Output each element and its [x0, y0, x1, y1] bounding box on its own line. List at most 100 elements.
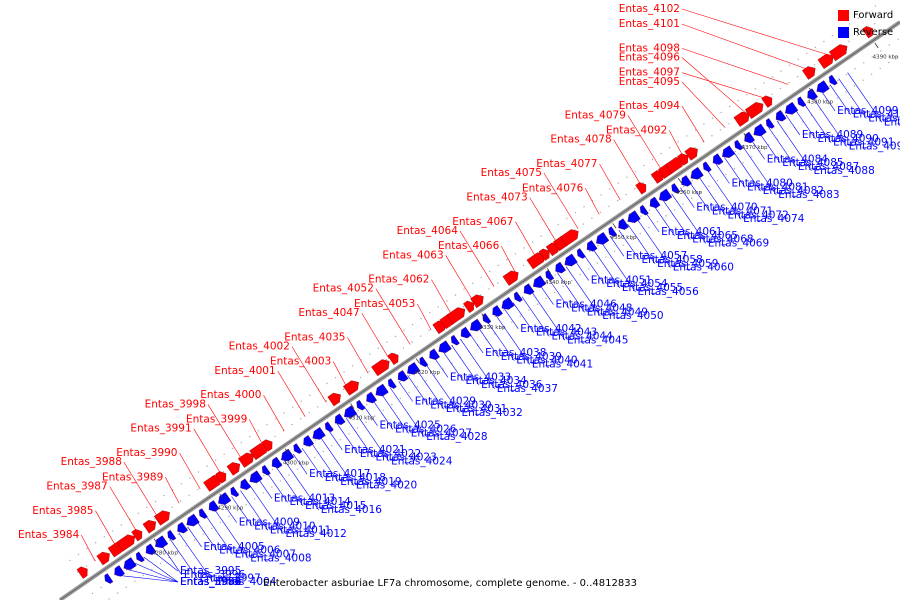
- gene-label: Entas_4081: [747, 181, 808, 193]
- reverse-gene-arrow: [523, 283, 535, 295]
- minor-dot: [511, 321, 513, 323]
- minor-dot: [605, 256, 607, 258]
- reverse-gene-arrow: [513, 291, 523, 303]
- minor-dot: [562, 285, 564, 288]
- leader-line: [681, 81, 726, 128]
- forward-gene-arrow: [131, 529, 143, 542]
- reverse-gene-arrow: [186, 513, 200, 527]
- gene-label: Entas_4011: [270, 524, 331, 536]
- minor-dot: [189, 477, 191, 479]
- leader-line: [627, 115, 663, 172]
- minor-dot: [888, 61, 890, 64]
- gene-label: Entas_4066: [438, 240, 500, 252]
- gene-label: Entas_4056: [638, 286, 700, 298]
- tick-label: 4310 kbp: [348, 415, 374, 421]
- minor-dot: [420, 318, 422, 320]
- minor-dot: [419, 335, 422, 337]
- forward-gene-arrow: [142, 520, 157, 534]
- leader-line: [301, 447, 323, 479]
- gene-label: Entas_3991: [130, 423, 191, 435]
- reverse-gene-arrow: [482, 313, 492, 324]
- gene-label: Entas_3997: [200, 573, 261, 585]
- leader-line: [681, 8, 831, 56]
- minor-dot: [271, 486, 273, 488]
- minor-dot: [506, 259, 508, 261]
- minor-dot: [648, 226, 650, 229]
- forward-gene-arrow: [215, 471, 227, 484]
- minor-dot: [597, 244, 599, 247]
- reverse-gene-arrow: [155, 535, 169, 549]
- minor-dot: [625, 193, 627, 196]
- minor-dot: [314, 456, 316, 459]
- minor-dot: [640, 215, 642, 217]
- minor-dot: [583, 206, 585, 208]
- tick-label: 4320 kbp: [414, 370, 440, 376]
- tick-label: 4290 kbp: [217, 506, 243, 512]
- reverse-gene-arrow: [312, 427, 326, 440]
- leader-line: [776, 120, 812, 171]
- minor-dot: [169, 539, 171, 541]
- tick-mark: [612, 223, 617, 229]
- minor-dot: [411, 323, 414, 326]
- leader-line: [495, 314, 531, 365]
- gene-label: Entas_4052: [313, 283, 374, 295]
- minor-dot: [274, 418, 277, 420]
- leader-line: [178, 532, 214, 583]
- forward-gene-arrow: [237, 452, 254, 468]
- leader-line: [363, 405, 378, 426]
- leader-line: [486, 320, 515, 361]
- leader-line: [548, 278, 570, 309]
- minor-dot: [631, 238, 633, 241]
- minor-dot: [206, 465, 208, 467]
- minor-dot: [871, 56, 873, 58]
- minor-dot: [806, 52, 808, 55]
- minor-dot: [528, 309, 530, 311]
- leader-line: [389, 387, 425, 438]
- leader-line: [451, 344, 480, 386]
- leader-line: [222, 502, 237, 523]
- legend-forward-label: Forward: [853, 10, 894, 21]
- minor-dot: [728, 105, 731, 108]
- reverse-gene-arrow: [397, 370, 409, 382]
- reverse-gene-arrow: [608, 226, 618, 237]
- minor-dot: [366, 404, 368, 406]
- legend-reverse: Reverse: [838, 24, 893, 41]
- leader-line: [152, 550, 179, 572]
- minor-dot: [870, 73, 873, 76]
- gene-label: Entas_4060: [673, 262, 734, 274]
- reverse-gene-arrow: [564, 253, 578, 267]
- minor-dot: [356, 427, 359, 429]
- leader-line: [380, 393, 409, 434]
- minor-dot: [648, 209, 651, 211]
- minor-dot: [300, 400, 302, 402]
- gene-label: Entas_4091: [833, 137, 894, 149]
- forward-gene-arrow: [538, 248, 550, 261]
- gene-label: Entas_4037: [497, 383, 558, 395]
- leader-line: [204, 514, 233, 555]
- minor-dot: [519, 315, 521, 317]
- minor-dot: [880, 50, 882, 52]
- minor-dot: [531, 241, 534, 243]
- gene-label: Entas_4007: [235, 549, 296, 561]
- tick-label: 4300 kbp: [283, 460, 309, 466]
- minor-dot: [137, 512, 140, 514]
- leader-line: [187, 526, 202, 547]
- minor-dot: [103, 536, 105, 538]
- minor-dot: [446, 300, 448, 302]
- leader-line: [179, 452, 201, 490]
- minor-dot: [220, 504, 222, 506]
- minor-dot: [86, 547, 88, 550]
- minor-dot: [862, 79, 864, 81]
- minor-dot: [754, 88, 756, 90]
- reverse-gene-arrow: [177, 521, 188, 534]
- leader-line: [609, 235, 625, 257]
- minor-dot: [837, 79, 839, 82]
- forward-gene-arrow: [502, 270, 519, 286]
- minor-dot: [742, 162, 744, 164]
- caption: Enterobacter asburiae LF7a chromosome, c…: [263, 578, 637, 589]
- gene-label: Entas_3992: [180, 576, 241, 588]
- minor-dot: [553, 291, 556, 294]
- gene-label: Entas_3986: [180, 576, 242, 588]
- gene-label: Entas_4019: [340, 476, 401, 488]
- gene-label: Entas_4101: [619, 18, 680, 30]
